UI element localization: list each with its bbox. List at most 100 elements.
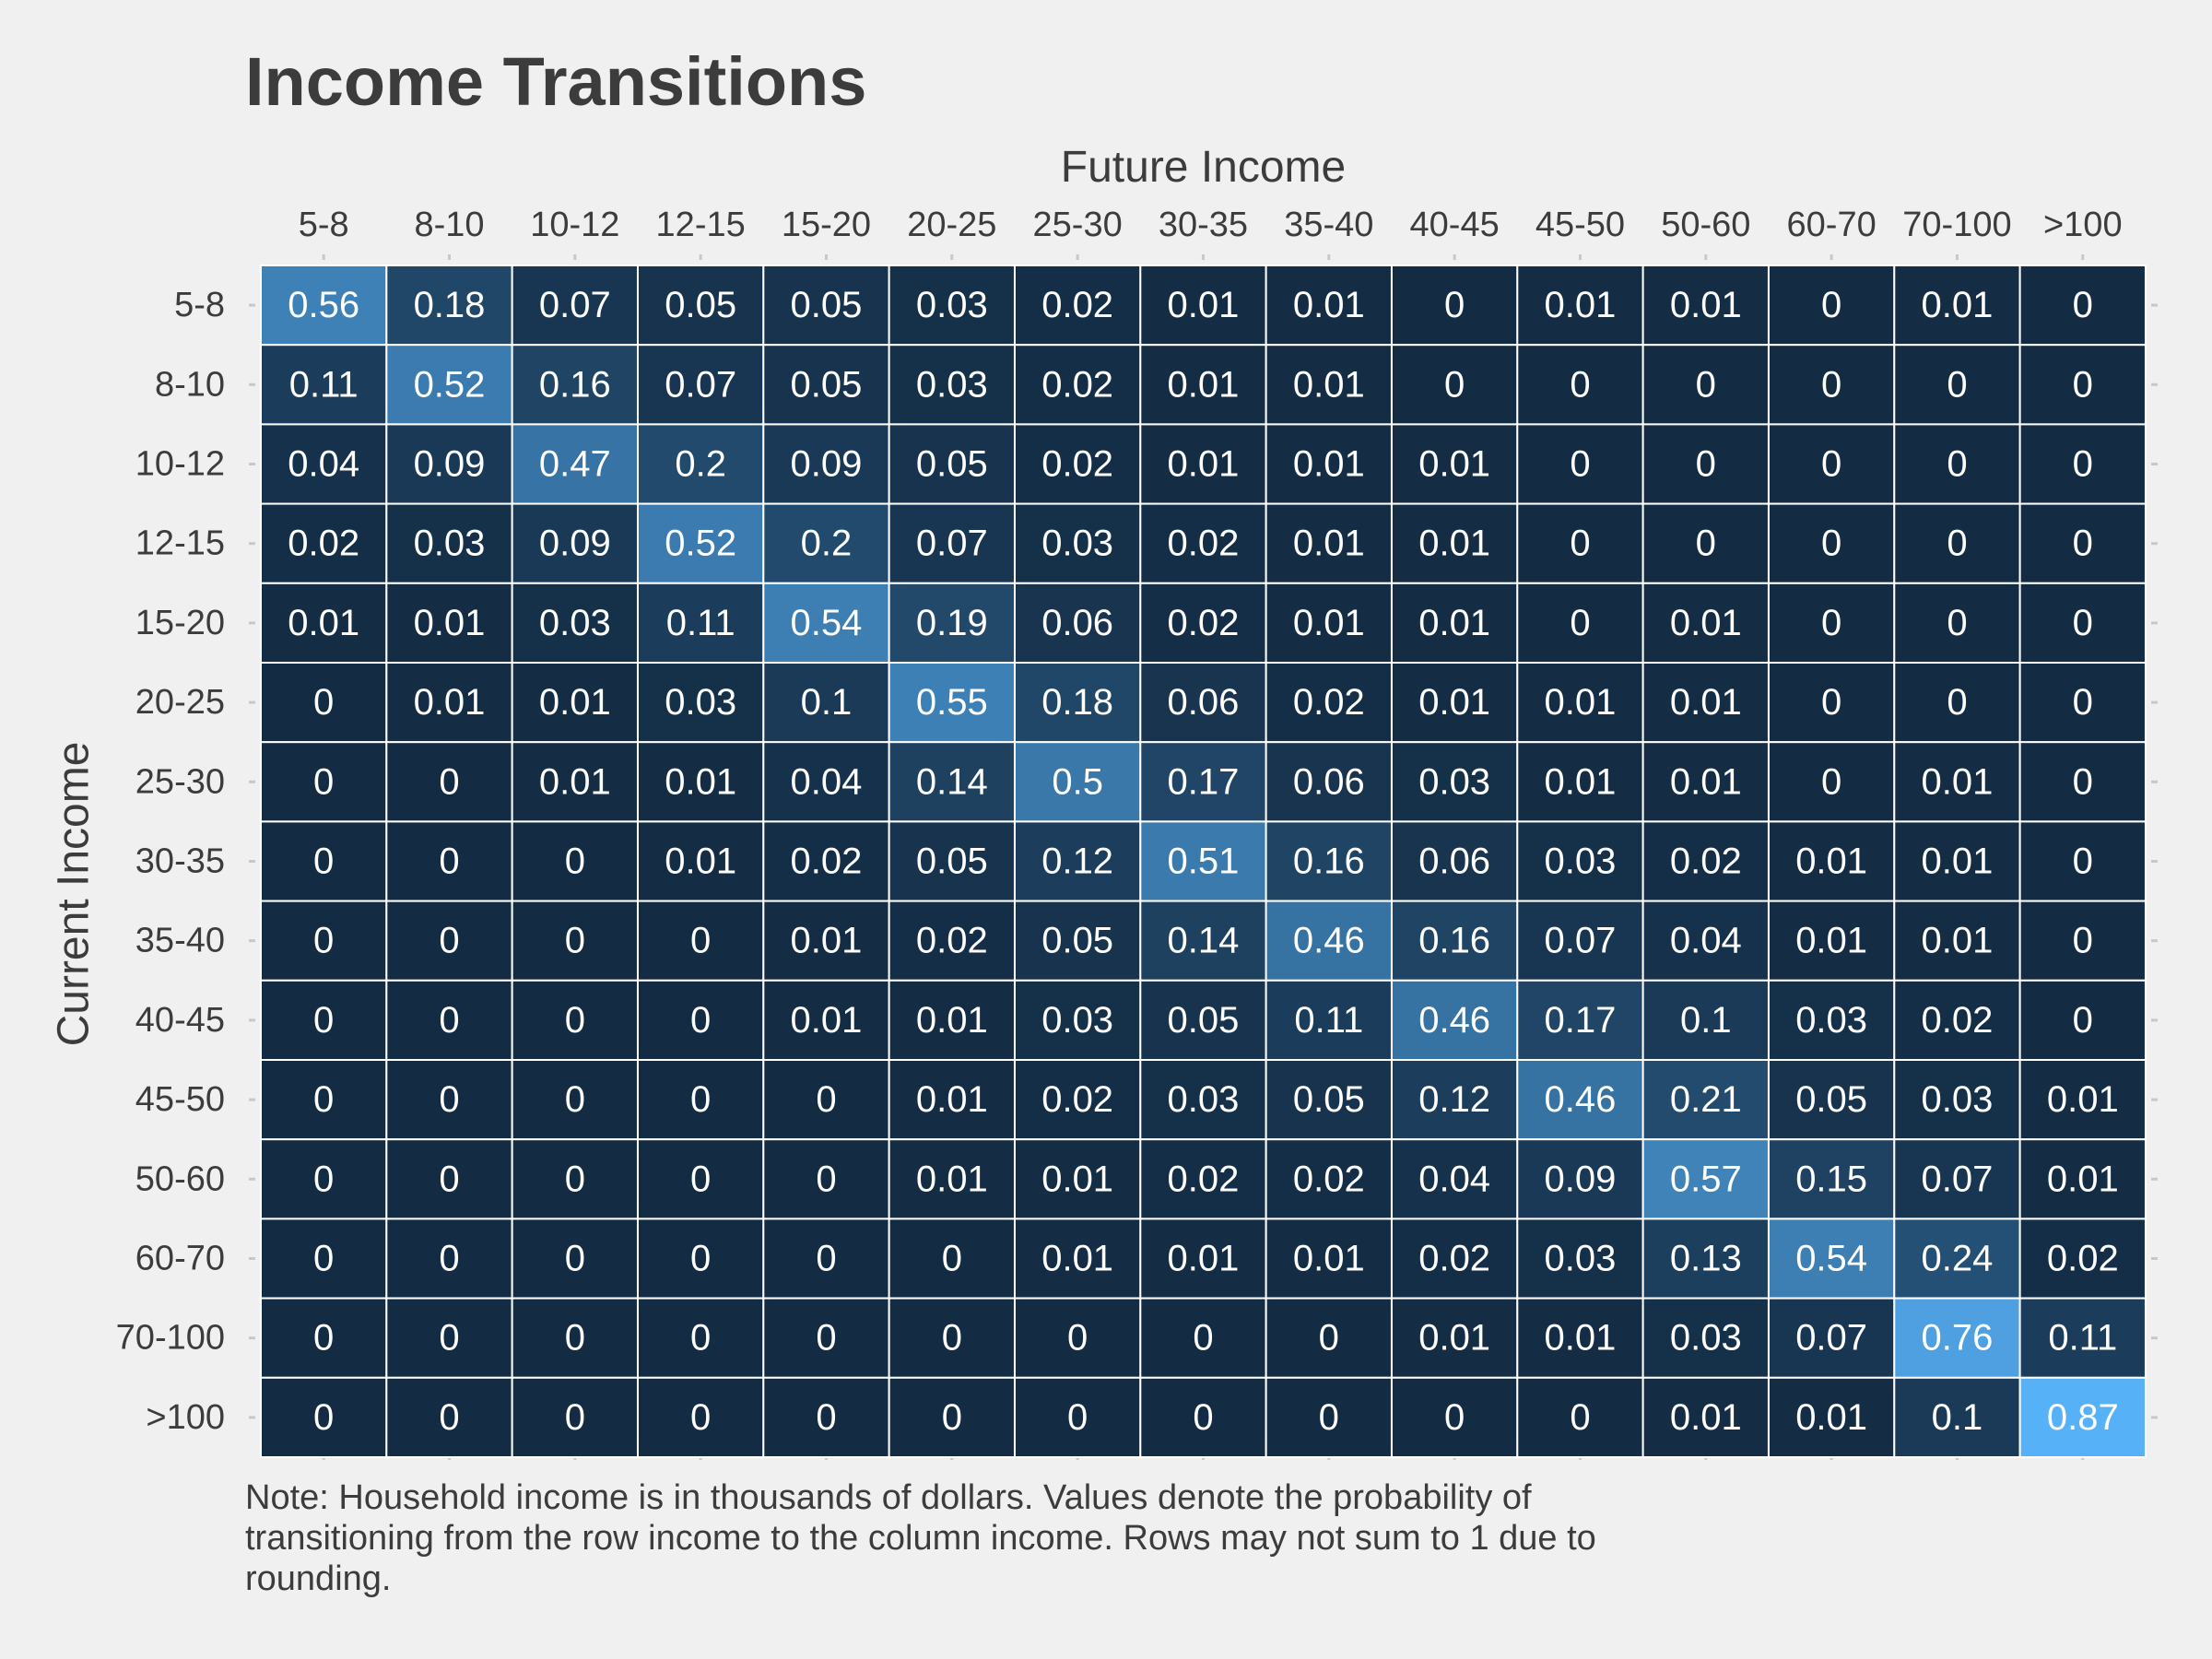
heatmap-cell <box>636 741 765 823</box>
y-tick-label: 20-25 <box>135 683 225 722</box>
x-tick-label: 15-20 <box>782 206 871 244</box>
heatmap-cell <box>1390 423 1519 505</box>
heatmap-cell <box>888 582 1016 664</box>
cell-value-label: 0.01 <box>916 1159 988 1199</box>
heatmap-cell <box>1641 1138 1770 1220</box>
heatmap-cell <box>1139 423 1267 505</box>
x-tick-label: 40-45 <box>1410 206 1500 244</box>
heatmap-cell <box>2018 820 2147 902</box>
cell-value-label: 0.03 <box>1418 761 1490 802</box>
heatmap-cell <box>762 662 890 744</box>
heatmap-cell <box>888 979 1016 1062</box>
cell-value-label: 0.04 <box>1418 1159 1490 1199</box>
cell-value-label: 0 <box>2073 841 2093 882</box>
heatmap-cell <box>888 1376 1016 1459</box>
heatmap-cell <box>888 1218 1016 1300</box>
cell-value-label: 0 <box>690 1397 711 1438</box>
heatmap-cell <box>1893 1297 2021 1379</box>
heatmap-cell <box>511 741 639 823</box>
heatmap-cell <box>1641 265 1770 347</box>
cell-value-label: 0 <box>565 1318 585 1359</box>
cell-value-label: 0 <box>1821 524 1841 564</box>
cell-value-label: 0 <box>1947 682 1967 723</box>
cell-value-label: 0.02 <box>1168 603 1240 643</box>
cell-value-label: 0 <box>690 1159 711 1199</box>
heatmap-cell <box>1013 1059 1142 1141</box>
heatmap-cell <box>1390 582 1519 664</box>
heatmap-cell <box>1265 1376 1393 1459</box>
heatmap-cell <box>2018 502 2147 584</box>
cell-value-label: 0 <box>690 1318 711 1359</box>
cell-value-label: 0.05 <box>1168 1000 1240 1041</box>
cell-value-label: 0.11 <box>2048 1318 2117 1359</box>
cell-value-label: 0.17 <box>1545 1000 1617 1041</box>
cell-value-label: 0 <box>313 841 334 882</box>
cell-value-label: 0 <box>439 921 459 961</box>
cell-value-label: 0 <box>2073 444 2093 485</box>
cell-value-label: 0.04 <box>1670 921 1742 961</box>
cell-value-label: 0 <box>439 761 459 802</box>
cell-value-label: 0 <box>1319 1397 1339 1438</box>
cell-value-label: 0 <box>690 1000 711 1041</box>
heatmap-cell <box>511 662 639 744</box>
heatmap-cell <box>1013 741 1142 823</box>
cell-value-label: 0 <box>1319 1318 1339 1359</box>
heatmap-cell <box>1013 423 1142 505</box>
cell-value-label: 0.07 <box>665 364 736 405</box>
cell-value-label: 0.02 <box>1293 682 1365 723</box>
cell-value-label: 0 <box>816 1079 836 1120</box>
cell-value-label: 0 <box>1193 1397 1213 1438</box>
cell-value-label: 0 <box>1444 364 1465 405</box>
cell-value-label: 0.01 <box>1545 761 1617 802</box>
cell-value-label: 0 <box>439 1079 459 1120</box>
heatmap-cells <box>260 265 2147 1459</box>
heatmap-cell <box>1767 1138 1896 1220</box>
cell-value-label: 0 <box>816 1318 836 1359</box>
cell-value-label: 0.01 <box>791 921 863 961</box>
cell-value-label: 0.09 <box>791 444 863 485</box>
cell-value-label: 0 <box>2073 1000 2093 1041</box>
cell-value-label: 0.01 <box>1041 1239 1113 1279</box>
heatmap-cell <box>385 979 513 1062</box>
heatmap-cell-labels: 0.56 0.18 0.07 0.05 0.05 0.03 0.02 0.01 0.01 0 0.0… <box>288 285 2118 1438</box>
heatmap-cell <box>1767 423 1896 505</box>
cell-value-label: 0 <box>816 1159 836 1199</box>
heatmap-cell <box>762 1138 890 1220</box>
heatmap-cell <box>511 1218 639 1300</box>
cell-value-label: 0.05 <box>791 285 863 325</box>
heatmap-cell <box>636 265 765 347</box>
cell-value-label: 0.06 <box>1418 841 1490 882</box>
heatmap-cell <box>636 1059 765 1141</box>
heatmap-cell <box>385 1376 513 1459</box>
heatmap-cell <box>636 1376 765 1459</box>
cell-value-label: 0.52 <box>414 364 486 405</box>
cell-value-label: 0.01 <box>1418 444 1490 485</box>
heatmap-cell <box>888 502 1016 584</box>
cell-value-label: 0.01 <box>539 761 611 802</box>
cell-value-label: 0.12 <box>1418 1079 1490 1120</box>
heatmap-cell <box>1139 1138 1267 1220</box>
cell-value-label: 0.1 <box>1932 1397 1983 1438</box>
cell-value-label: 0.01 <box>1293 603 1365 643</box>
heatmap-cell <box>1265 1059 1393 1141</box>
heatmap-cell <box>888 741 1016 823</box>
heatmap-cell <box>1139 582 1267 664</box>
cell-value-label: 0.01 <box>1670 682 1742 723</box>
cell-value-label: 0.01 <box>1418 1318 1490 1359</box>
heatmap-cell <box>1641 1297 1770 1379</box>
cell-value-label: 0 <box>942 1318 962 1359</box>
heatmap-cell <box>385 582 513 664</box>
heatmap-cell <box>636 662 765 744</box>
cell-value-label: 0.01 <box>1293 1239 1365 1279</box>
heatmap-cell <box>1641 820 1770 902</box>
heatmap-cell <box>1767 265 1896 347</box>
y-tick-label: 15-20 <box>135 604 225 642</box>
heatmap-cell <box>1893 1218 2021 1300</box>
cell-value-label: 0.02 <box>1041 285 1113 325</box>
heatmap-cell <box>1641 1376 1770 1459</box>
cell-value-label: 0.02 <box>791 841 863 882</box>
heatmap-cell <box>1516 662 1644 744</box>
y-tick-label: 60-70 <box>135 1240 225 1278</box>
cell-value-label: 0 <box>313 1239 334 1279</box>
cell-value-label: 0 <box>439 841 459 882</box>
